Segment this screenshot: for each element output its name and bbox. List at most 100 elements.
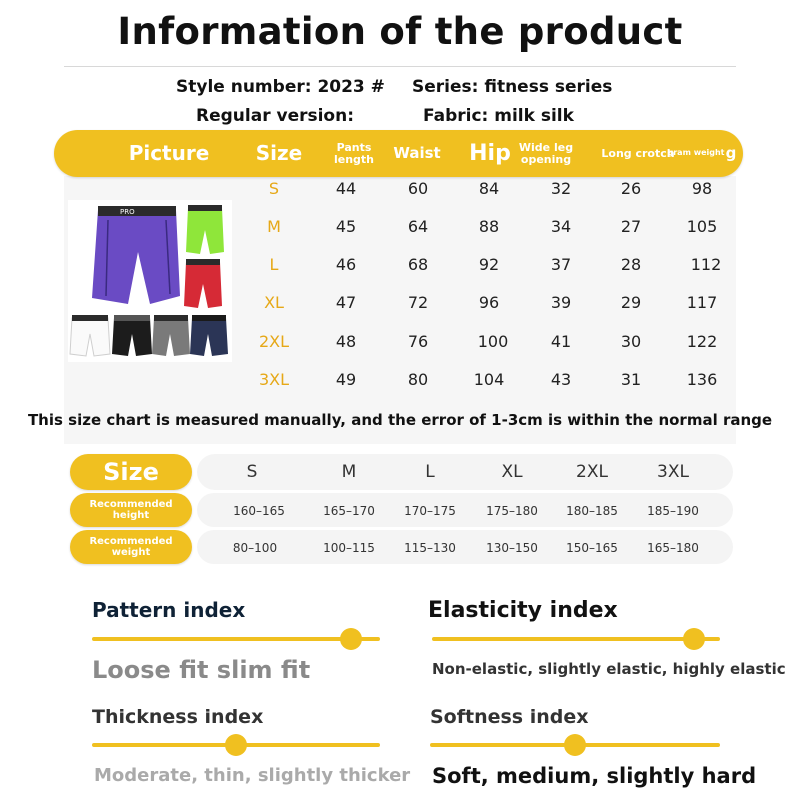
- recommend-height-cell: 175–180: [486, 504, 538, 518]
- size-cell: L: [269, 255, 279, 274]
- gray-shorts-image: [152, 315, 190, 356]
- recommend-weight-cell: 100–115: [323, 541, 375, 555]
- hip-cell: 100: [477, 332, 509, 351]
- style-number: Style number: 2023 #: [176, 77, 385, 97]
- size-cell: 2XL: [258, 332, 290, 351]
- header-picture: Picture: [128, 141, 210, 165]
- header-gram-unit: g: [725, 143, 737, 162]
- waist-cell: 60: [407, 179, 429, 198]
- hip-cell: 92: [478, 255, 500, 274]
- series-info: Series: fitness series: [412, 77, 613, 97]
- header-wide-leg-line1: Wide leg: [518, 140, 574, 154]
- wide-leg-cell: 34: [550, 217, 572, 236]
- recommend-weight-cell: 80–100: [232, 541, 278, 555]
- pattern-index-text: Loose fit slim fit: [92, 656, 311, 684]
- hip-cell: 96: [478, 293, 500, 312]
- wide-leg-cell: 43: [550, 370, 572, 389]
- recommend-weight-cell: 130–150: [486, 541, 538, 555]
- header-long-crotch: Long crotch: [601, 146, 675, 160]
- header-wide-leg-line2: opening: [520, 152, 572, 166]
- navy-shorts-image: [190, 315, 228, 356]
- wide-leg-cell: 41: [550, 332, 572, 351]
- recommend-size-cell: XL: [501, 462, 523, 482]
- page-title: Information of the product: [117, 10, 683, 53]
- hip-cell: 88: [478, 217, 500, 236]
- weight-cell: 105: [686, 217, 718, 236]
- recommend-height-line1: Recommended: [89, 499, 173, 510]
- recommend-size-label: Size: [70, 454, 192, 490]
- elasticity-index-title: Elasticity index: [428, 598, 618, 623]
- waist-cell: 80: [407, 370, 429, 389]
- waist-cell: 64: [407, 217, 429, 236]
- long-crotch-cell: 31: [620, 370, 642, 389]
- recommend-weight-cell: 150–165: [566, 541, 618, 555]
- waist-cell: 76: [407, 332, 429, 351]
- wide-leg-cell: 39: [550, 293, 572, 312]
- waist-cell: 72: [407, 293, 429, 312]
- long-crotch-cell: 30: [620, 332, 642, 351]
- recommend-weight-line2: weight: [111, 547, 151, 558]
- size-cell: XL: [264, 293, 284, 312]
- recommend-height-label: Recommended height: [70, 493, 192, 527]
- header-pants-length-line1: Pants: [336, 140, 372, 154]
- version-info: Regular version:: [196, 106, 355, 126]
- green-shorts-image: [186, 205, 224, 254]
- weight-cell: 98: [691, 179, 713, 198]
- pattern-index-title: Pattern index: [92, 598, 246, 622]
- header-waist: Waist: [393, 143, 441, 162]
- weight-cell: 117: [686, 293, 718, 312]
- long-crotch-cell: 29: [620, 293, 642, 312]
- long-crotch-cell: 27: [620, 217, 642, 236]
- hip-cell: 84: [478, 179, 500, 198]
- recommend-weight-line1: Recommended: [89, 536, 173, 547]
- recommend-size-cell: M: [341, 462, 357, 482]
- product-image: PRO: [68, 200, 232, 362]
- title-divider: [64, 66, 736, 67]
- recommend-weight-label: Recommended weight: [70, 530, 192, 564]
- recommend-size-cell: 3XL: [657, 462, 689, 482]
- recommend-height-line2: height: [112, 510, 150, 521]
- header-pants-length-line2: length: [333, 152, 375, 166]
- measurement-note: This size chart is measured manually, an…: [27, 411, 773, 429]
- white-shorts-image: [69, 315, 111, 357]
- long-crotch-cell: 28: [620, 255, 642, 274]
- recommend-height-cell: 170–175: [404, 504, 456, 518]
- hip-cell: 104: [473, 370, 505, 389]
- size-cell: 3XL: [258, 370, 290, 389]
- elasticity-index-text: Non-elastic, slightly elastic, highly el…: [432, 660, 786, 678]
- softness-index-marker: [564, 734, 586, 756]
- recommend-size-row: [197, 454, 733, 490]
- size-cell: S: [268, 179, 280, 198]
- size-table-header: Picture Size Pants length Waist Hip Wide…: [54, 130, 743, 177]
- fabric-info: Fabric: milk silk: [423, 106, 574, 126]
- pants-length-cell: 44: [335, 179, 357, 198]
- pants-length-cell: 47: [335, 293, 357, 312]
- recommend-weight-row: [197, 530, 733, 564]
- thickness-index-marker: [225, 734, 247, 756]
- weight-cell: 136: [686, 370, 718, 389]
- wide-leg-cell: 37: [550, 255, 572, 274]
- thickness-index-title: Thickness index: [92, 706, 264, 728]
- long-crotch-cell: 26: [620, 179, 642, 198]
- size-cell: M: [267, 217, 281, 236]
- elasticity-index-track: [432, 637, 720, 641]
- header-wide-leg-opening: Wide leg opening: [516, 130, 576, 177]
- softness-index-title: Softness index: [430, 706, 589, 728]
- weight-cell: 112: [690, 255, 722, 274]
- pants-length-cell: 46: [335, 255, 357, 274]
- softness-index-text: Soft, medium, slightly hard: [432, 764, 757, 788]
- pants-length-cell: 49: [335, 370, 357, 389]
- purple-shorts-image: PRO: [92, 206, 180, 304]
- recommend-height-cell: 185–190: [647, 504, 699, 518]
- header-size: Size: [255, 141, 303, 165]
- recommend-height-cell: 165–170: [323, 504, 375, 518]
- waist-cell: 68: [407, 255, 429, 274]
- weight-cell: 122: [686, 332, 718, 351]
- elasticity-index-marker: [683, 628, 706, 650]
- red-shorts-image: [184, 259, 222, 308]
- pants-length-cell: 45: [335, 217, 357, 236]
- recommend-size-cell: 2XL: [576, 462, 608, 482]
- header-hip: Hip: [469, 140, 511, 166]
- thickness-index-text: Moderate, thin, slightly thicker: [94, 765, 411, 786]
- header-gram-weight: gram weight: [667, 148, 725, 158]
